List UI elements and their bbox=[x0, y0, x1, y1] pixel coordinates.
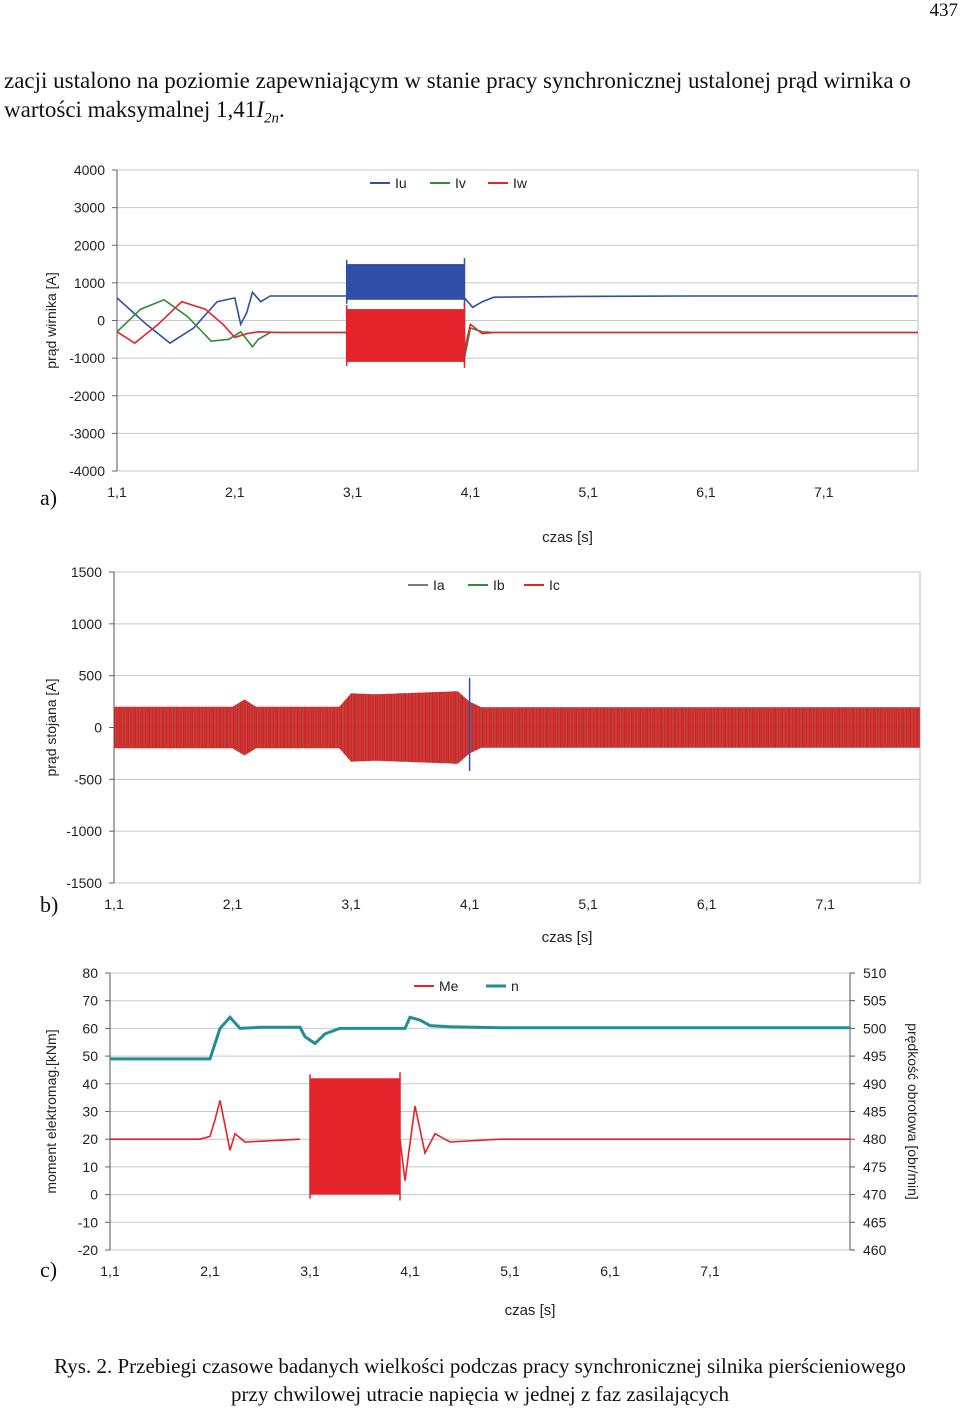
y-tick-label: 1000 bbox=[71, 616, 102, 632]
y-tick-label: -2000 bbox=[69, 388, 105, 404]
y-tick-label: -500 bbox=[74, 771, 102, 787]
x-tick-label: 5,1 bbox=[578, 484, 598, 500]
y-tick-label: 0 bbox=[94, 720, 102, 736]
x-tick-label: 3,1 bbox=[300, 1263, 320, 1279]
y-axis-label: prąd stojana [A] bbox=[43, 678, 59, 776]
series-line-after-Iw bbox=[463, 322, 918, 351]
y-tick-label: 1500 bbox=[71, 564, 102, 580]
y-tick-label: 2000 bbox=[74, 237, 105, 253]
legend-label: Me bbox=[439, 978, 459, 994]
x-tick-label: 1,1 bbox=[104, 896, 124, 912]
legend-label: n bbox=[511, 978, 519, 994]
y-right-tick-label: 465 bbox=[863, 1214, 887, 1230]
y-tick-label: 30 bbox=[82, 1104, 98, 1120]
x-tick-label: 3,1 bbox=[343, 484, 363, 500]
x-tick-label: 1,1 bbox=[107, 484, 127, 500]
x-tick-label: 6,1 bbox=[696, 484, 716, 500]
legend-label: Iw bbox=[513, 175, 528, 191]
y-tick-label: -10 bbox=[78, 1214, 98, 1230]
caption-line-2: przy chwilowej utracie napięcia w jednej… bbox=[231, 1382, 729, 1406]
y-right-tick-label: 500 bbox=[863, 1020, 887, 1036]
series-line-after-Me bbox=[399, 1105, 850, 1181]
x-tick-label: 7,1 bbox=[814, 484, 834, 500]
x-axis-label: czas [s] bbox=[542, 929, 593, 946]
intro-subscript: 2n bbox=[263, 110, 279, 127]
y-tick-label: 4000 bbox=[74, 162, 105, 178]
x-tick-label: 4,1 bbox=[460, 896, 480, 912]
x-axis-label: czas [s] bbox=[542, 529, 593, 546]
y-tick-label: 80 bbox=[82, 965, 98, 981]
y-right-tick-label: 460 bbox=[863, 1242, 887, 1258]
x-tick-label: 5,1 bbox=[578, 896, 598, 912]
y-tick-label: 40 bbox=[82, 1076, 98, 1092]
y-right-tick-label: 495 bbox=[863, 1048, 887, 1064]
x-tick-label: 7,1 bbox=[700, 1263, 720, 1279]
y-axis-label: prąd wirnika [A] bbox=[43, 272, 59, 368]
panel-label: a) bbox=[40, 485, 57, 510]
figure-caption: Rys. 2. Przebiegi czasowe badanych wielk… bbox=[0, 1352, 960, 1408]
y-tick-label: -1500 bbox=[66, 875, 102, 891]
intro-tail: . bbox=[278, 97, 285, 122]
y-axis-label: moment elektromag.[kNm] bbox=[43, 1029, 59, 1193]
y-tick-label: 60 bbox=[82, 1020, 98, 1036]
y-tick-label: -1000 bbox=[69, 350, 105, 366]
x-tick-label: 1,1 bbox=[100, 1263, 120, 1279]
x-tick-label: 7,1 bbox=[815, 896, 835, 912]
x-tick-label: 2,1 bbox=[223, 896, 243, 912]
legend-label: Iv bbox=[455, 175, 466, 191]
y-tick-label: -20 bbox=[78, 1242, 98, 1258]
panel-label: c) bbox=[40, 1257, 57, 1282]
y-tick-label: 1000 bbox=[74, 275, 105, 291]
y-right-tick-label: 475 bbox=[863, 1159, 887, 1175]
series-band-Iu bbox=[346, 264, 465, 300]
x-axis-label: czas [s] bbox=[505, 1302, 556, 1319]
page-number: 437 bbox=[929, 0, 959, 21]
intro-text: zacji ustalono na poziomie zapewniającym… bbox=[4, 68, 911, 122]
x-tick-label: 2,1 bbox=[225, 484, 245, 500]
series-band-Iw bbox=[346, 309, 465, 362]
intro-symbol: I bbox=[256, 97, 264, 122]
y-tick-label: -1000 bbox=[66, 823, 102, 839]
y-right-tick-label: 470 bbox=[863, 1187, 887, 1203]
legend-label: Ib bbox=[493, 577, 505, 593]
y-right-tick-label: 490 bbox=[863, 1076, 887, 1092]
series-line-Iu bbox=[116, 290, 347, 345]
legend-label: Ia bbox=[433, 577, 445, 593]
x-tick-label: 4,1 bbox=[400, 1263, 420, 1279]
series-line-Me bbox=[110, 1100, 301, 1151]
x-tick-label: 5,1 bbox=[500, 1263, 520, 1279]
y-tick-label: 20 bbox=[82, 1131, 98, 1147]
y-tick-label: 0 bbox=[97, 313, 105, 329]
series-line-after-Iu bbox=[463, 295, 918, 309]
panel-label: b) bbox=[40, 892, 58, 917]
y-tick-label: 10 bbox=[82, 1159, 98, 1175]
y-tick-label: 500 bbox=[79, 668, 103, 684]
y-right-tick-label: 510 bbox=[863, 965, 887, 981]
x-tick-label: 3,1 bbox=[341, 896, 361, 912]
intro-paragraph: zacji ustalono na poziomie zapewniającym… bbox=[4, 66, 956, 134]
legend-label: Iu bbox=[395, 175, 407, 191]
caption-line-1: Rys. 2. Przebiegi czasowe badanych wielk… bbox=[54, 1354, 906, 1378]
y-tick-label: 70 bbox=[82, 993, 98, 1009]
y-right-tick-label: 480 bbox=[863, 1131, 887, 1147]
x-tick-label: 6,1 bbox=[697, 896, 717, 912]
x-tick-label: 6,1 bbox=[600, 1263, 620, 1279]
series-line-Iw bbox=[116, 300, 347, 345]
series-band-Me bbox=[310, 1078, 400, 1195]
y-tick-label: 50 bbox=[82, 1048, 98, 1064]
y-right-axis-label: prędkość obrotowa [obr/min] bbox=[905, 1023, 921, 1200]
x-tick-label: 4,1 bbox=[461, 484, 481, 500]
series-line-n bbox=[110, 1015, 850, 1061]
legend-label: Ic bbox=[549, 577, 560, 593]
y-right-tick-label: 485 bbox=[863, 1104, 887, 1120]
y-tick-label: -3000 bbox=[69, 425, 105, 441]
y-right-tick-label: 505 bbox=[863, 993, 887, 1009]
y-tick-label: -4000 bbox=[69, 463, 105, 479]
x-tick-label: 2,1 bbox=[200, 1263, 220, 1279]
y-tick-label: 3000 bbox=[74, 200, 105, 216]
y-tick-label: 0 bbox=[90, 1187, 98, 1203]
